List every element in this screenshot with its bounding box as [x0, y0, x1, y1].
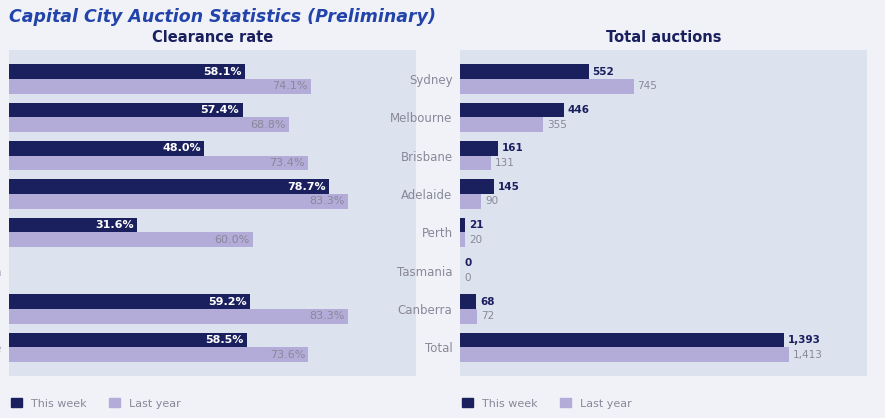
Bar — [460, 117, 543, 132]
Text: 90: 90 — [485, 196, 498, 206]
Text: 0: 0 — [464, 258, 472, 268]
Bar — [460, 155, 490, 170]
Text: 552: 552 — [593, 66, 614, 76]
Bar — [9, 333, 247, 347]
Text: 0: 0 — [464, 273, 471, 283]
Bar — [460, 64, 589, 79]
Bar — [460, 347, 789, 362]
Bar — [9, 295, 250, 309]
Text: 58.1%: 58.1% — [204, 66, 242, 76]
Text: 83.3%: 83.3% — [310, 311, 345, 321]
Text: 83.3%: 83.3% — [310, 196, 345, 206]
Text: 59.2%: 59.2% — [208, 297, 247, 307]
Bar — [460, 333, 784, 347]
Bar — [9, 64, 245, 79]
Text: 446: 446 — [568, 105, 590, 115]
Bar — [9, 155, 308, 170]
Text: 73.4%: 73.4% — [269, 158, 304, 168]
Bar — [9, 232, 253, 247]
Text: 1,413: 1,413 — [793, 350, 823, 360]
Text: 74.1%: 74.1% — [272, 81, 307, 91]
Text: 68: 68 — [480, 297, 495, 307]
Bar — [9, 141, 204, 155]
Text: 73.6%: 73.6% — [270, 350, 305, 360]
Bar — [9, 179, 329, 194]
Bar — [460, 218, 466, 232]
Bar — [460, 295, 476, 309]
Text: 1,393: 1,393 — [789, 335, 821, 345]
Bar — [9, 218, 137, 232]
Legend: This week, Last year: This week, Last year — [6, 394, 185, 413]
Text: 60.0%: 60.0% — [214, 234, 250, 245]
Bar — [460, 179, 494, 194]
Text: 20: 20 — [469, 234, 482, 245]
Text: 78.7%: 78.7% — [288, 182, 326, 192]
Legend: This week, Last year: This week, Last year — [458, 394, 636, 413]
Bar — [460, 194, 481, 209]
Title: Total auctions: Total auctions — [606, 30, 721, 45]
Bar — [9, 309, 348, 324]
Title: Clearance rate: Clearance rate — [151, 30, 273, 45]
Text: 131: 131 — [495, 158, 514, 168]
Bar — [460, 309, 477, 324]
Text: 58.5%: 58.5% — [205, 335, 243, 345]
Bar — [9, 194, 348, 209]
Text: 57.4%: 57.4% — [201, 105, 239, 115]
Text: 21: 21 — [469, 220, 483, 230]
Text: 745: 745 — [637, 81, 658, 91]
Text: 72: 72 — [481, 311, 494, 321]
Bar — [460, 103, 564, 117]
Bar — [9, 347, 309, 362]
Text: 48.0%: 48.0% — [162, 143, 201, 153]
Text: Capital City Auction Statistics (Preliminary): Capital City Auction Statistics (Prelimi… — [9, 8, 435, 26]
Text: 355: 355 — [547, 120, 566, 130]
Bar — [460, 232, 465, 247]
Text: 68.8%: 68.8% — [250, 120, 286, 130]
Bar — [9, 79, 311, 94]
Bar — [460, 79, 634, 94]
Bar — [460, 141, 497, 155]
Text: 161: 161 — [502, 143, 523, 153]
Bar — [9, 117, 289, 132]
Text: 31.6%: 31.6% — [96, 220, 135, 230]
Text: 145: 145 — [498, 182, 519, 192]
Bar — [9, 103, 242, 117]
